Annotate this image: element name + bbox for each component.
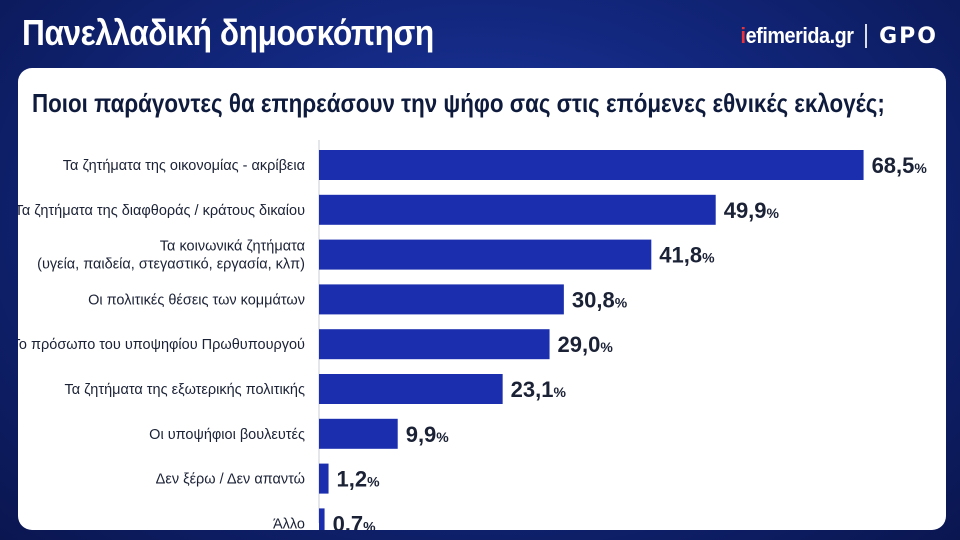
bar: [319, 329, 550, 360]
category-label: Τα ζητήματα της διαφθοράς / κράτους δικα…: [18, 203, 305, 219]
bar: [319, 374, 503, 404]
category-label: Δεν ξέρω / Δεν απαντώ: [156, 472, 305, 488]
category-label: Τα κοινωνικά ζητήματα (υγεία, παιδεία, στ…: [37, 239, 305, 273]
iefimerida-logo-accent: i: [740, 23, 746, 48]
iefimerida-logo-text: efimerida.gr: [745, 23, 854, 48]
iefimerida-logo: iefimerida.gr: [740, 23, 853, 49]
category-label: Οι πολιτικές θέσεις των κομμάτων: [88, 292, 305, 308]
bar: [319, 463, 329, 494]
gpo-logo: GPO: [879, 23, 938, 49]
bar: [319, 194, 716, 225]
bar: [319, 239, 652, 270]
category-label: Τα ζητήματα της οικονομίας - ακρίβεια: [63, 158, 305, 174]
bar: [319, 284, 564, 315]
value-label: 30,8%: [572, 287, 628, 312]
bar: [319, 418, 398, 449]
chart-panel: Ποιοι παράγοντες θα επηρεάσουν την ψήφο …: [18, 68, 946, 530]
bar: [319, 150, 864, 180]
chart-title: Ποιοι παράγοντες θα επηρεάσουν την ψήφο …: [32, 88, 885, 118]
value-label: 68,5%: [872, 153, 928, 178]
brand-logos: iefimerida.gr GPO: [728, 22, 938, 50]
value-label: 9,9%: [406, 422, 450, 447]
header: Πανελλαδική δημοσκόπηση iefimerida.gr GP…: [0, 0, 960, 68]
value-label: 49,9%: [724, 198, 780, 223]
value-label: 41,8%: [659, 243, 715, 268]
bar-chart: Τα ζητήματα της οικονομίας - ακρίβεια 68,…: [18, 140, 928, 530]
category-label: Το πρόσωπο του υποψηφίου Πρωθυπουργού: [18, 337, 305, 353]
value-label: 29,0%: [558, 332, 614, 357]
category-label: Οι υποψήφιοι βουλευτές: [149, 427, 305, 443]
bar: [319, 508, 325, 530]
value-label: 0,7%: [333, 511, 377, 530]
page-title: Πανελλαδική δημοσκόπηση: [22, 12, 434, 53]
category-label: Άλλο: [273, 516, 305, 530]
value-label: 23,1%: [511, 377, 567, 402]
brand-divider: [865, 24, 868, 48]
category-label: Τα ζητήματα της εξωτερικής πολιτικής: [64, 382, 305, 398]
value-label: 1,2%: [337, 467, 381, 492]
